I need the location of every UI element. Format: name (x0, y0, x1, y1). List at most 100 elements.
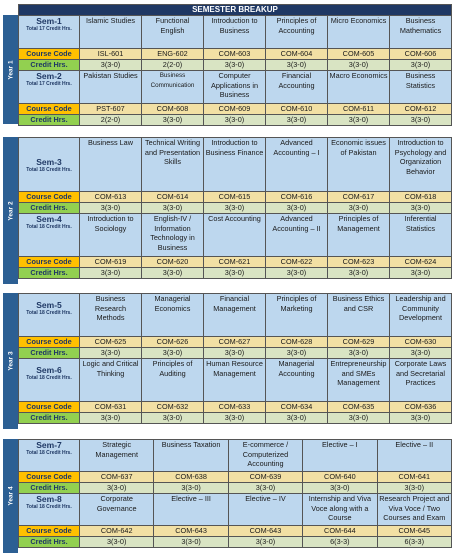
course-code-label: Course Code (18, 256, 80, 268)
subject-cell: Strategic Management (78, 439, 155, 472)
credit-hours: 2(2-0) (141, 59, 204, 71)
subject-cell: Advanced Accounting – II (265, 213, 328, 257)
course-code: COM-644 (302, 525, 378, 537)
semester-total: Total 18 Credit Hrs. (26, 504, 72, 510)
subject-cell: Business Mathematics (389, 15, 452, 49)
credit-hours: 3(3-0) (389, 267, 452, 279)
credit-hours: 3(3-0) (265, 114, 328, 126)
subject-cell: Principles of Accounting (265, 15, 328, 49)
year-label: Year 1 (7, 59, 14, 80)
credit-hours-label: Credit Hrs. (18, 347, 80, 359)
semester-cell: Sem-2 Total 17 Credit Hrs. (18, 70, 80, 104)
course-code-row: Course Code COM-631 COM-632 COM-633 COM-… (18, 401, 452, 413)
subject-cell: Micro Economics (327, 15, 390, 49)
course-code-row: Course Code COM-642 COM-643 COM-643 COM-… (18, 525, 453, 537)
course-code: COM-604 (265, 48, 328, 60)
credit-hours: 3(3-0) (265, 59, 328, 71)
semester-total: Total 18 Credit Hrs. (26, 310, 72, 316)
subject-cell: Introduction to Sociology (79, 213, 142, 257)
credit-hours: 3(3-0) (389, 59, 452, 71)
course-code-row: Course Code COM-613 COM-614 COM-615 COM-… (18, 191, 452, 203)
subjects-row: Sem-4 Total 18 Credit Hrs. Introduction t… (18, 213, 452, 257)
subject-cell: Introduction to Business Finance (203, 137, 266, 192)
subjects-row: Sem-2 Total 17 Credit Hrs. Pakistan Studi… (18, 70, 452, 104)
credit-hours-label: Credit Hrs. (18, 114, 80, 126)
subject-cell: Business Statistics (389, 70, 452, 104)
subjects-row: Sem-3 Total 18 Credit Hrs. Business Law T… (18, 137, 452, 192)
credit-hours: 3(3-0) (327, 202, 390, 214)
subject-cell: Elective – IV (227, 493, 304, 526)
course-code: PST-607 (79, 103, 142, 115)
credit-hours: 2(2-0) (79, 114, 142, 126)
credit-hours-row: Credit Hrs. 3(3-0) 3(3-0) 3(3-0) 3(3-0) … (18, 482, 453, 494)
credit-hours: 3(3-0) (141, 114, 204, 126)
course-code: COM-643 (153, 525, 229, 537)
credit-hours: 3(3-0) (203, 267, 266, 279)
subject-cell: Research Project and Viva Voce / Two Cou… (376, 493, 453, 526)
subject-cell: Human Resource Management (203, 358, 266, 402)
course-code: COM-638 (153, 471, 229, 483)
subjects-row: Sem-5 Total 18 Credit Hrs. Business Resea… (18, 293, 452, 337)
subject-cell: Managerial Accounting (265, 358, 328, 402)
course-code: COM-608 (141, 103, 204, 115)
credit-hours: 3(3-0) (203, 412, 266, 424)
course-code: COM-620 (141, 256, 204, 268)
semester-name: Sem-8 (36, 494, 62, 505)
course-code: COM-605 (327, 48, 390, 60)
credit-hours: 3(3-0) (141, 267, 204, 279)
semester-cell: Sem-3 Total 18 Credit Hrs. (18, 137, 80, 192)
course-code: COM-616 (265, 191, 328, 203)
subject-cell: Financial Management (203, 293, 266, 337)
semester-name: Sem-2 (36, 71, 62, 82)
subject-cell: Macro Economics (327, 70, 390, 104)
course-code: COM-603 (203, 48, 266, 60)
credit-hours-label: Credit Hrs. (18, 536, 80, 548)
semester-table-year-2: Sem-3 Total 18 Credit Hrs. Business Law T… (18, 137, 452, 279)
credit-hours: 3(3-0) (79, 202, 142, 214)
credit-hours-row: Credit Hrs. 3(3-0) 2(2-0) 3(3-0) 3(3-0) … (18, 59, 452, 71)
year-label: Year 4 (7, 486, 14, 506)
credit-hours: 3(3-0) (79, 267, 142, 279)
course-code: COM-612 (389, 103, 452, 115)
semester-name: Sem-7 (36, 440, 62, 451)
course-code-row: Course Code COM-619 COM-620 COM-621 COM-… (18, 256, 452, 268)
subject-cell: Introduction to Business (203, 15, 266, 49)
credit-hours: 3(3-0) (153, 536, 229, 548)
semester-name: Sem-5 (36, 300, 62, 310)
credit-hours: 3(3-0) (79, 412, 142, 424)
credit-hours-row: Credit Hrs. 3(3-0) 3(3-0) 3(3-0) 3(3-0) … (18, 202, 452, 214)
year-label: Year 2 (7, 200, 14, 221)
course-code: COM-622 (265, 256, 328, 268)
course-code-label: Course Code (18, 103, 80, 115)
course-code: COM-643 (227, 525, 304, 537)
course-code: COM-611 (327, 103, 390, 115)
credit-hours: 3(3-0) (78, 482, 155, 494)
subject-cell: Inferential Statistics (389, 213, 452, 257)
year-2-block: Year 2 Sem-3 Total 18 Credit Hrs. Busines… (3, 137, 452, 284)
course-code: COM-642 (78, 525, 155, 537)
course-code: COM-625 (79, 336, 142, 348)
credit-hours: 6(3-3) (376, 536, 453, 548)
subject-cell: Entrepreneurship and SMEs Management (327, 358, 390, 402)
subject-cell: Introduction to Psychology and Organizat… (389, 137, 452, 192)
credit-hours: 3(3-0) (79, 347, 142, 359)
subject-cell: Cost Accounting (203, 213, 266, 257)
credit-hours: 3(3-0) (265, 202, 328, 214)
course-code: COM-629 (327, 336, 390, 348)
credit-hours: 3(3-0) (227, 482, 304, 494)
course-code: COM-641 (376, 471, 453, 483)
subjects-row: Sem-8 Total 18 Credit Hrs. Corporate Gove… (18, 493, 453, 526)
course-code: ENG-602 (141, 48, 204, 60)
table-title: SEMESTER BREAKUP (18, 4, 452, 16)
course-code-label: Course Code (18, 471, 80, 483)
year-3-block: Year 3 Sem-5 Total 18 Credit Hrs. Busines… (3, 293, 452, 429)
course-code: COM-631 (79, 401, 142, 413)
course-code: COM-619 (79, 256, 142, 268)
credit-hours: 3(3-0) (265, 412, 328, 424)
course-code: COM-618 (389, 191, 452, 203)
subject-cell: Corporate Laws and Secretarial Practices (389, 358, 452, 402)
year-1-block: Year 1 SEMESTER BREAKUP Sem-1 Total 17 Cr… (3, 4, 452, 126)
subject-cell: Elective – III (153, 493, 229, 526)
credit-hours-label: Credit Hrs. (18, 267, 80, 279)
credit-hours-row: Credit Hrs. 3(3-0) 3(3-0) 3(3-0) 6(3-3) … (18, 536, 453, 548)
